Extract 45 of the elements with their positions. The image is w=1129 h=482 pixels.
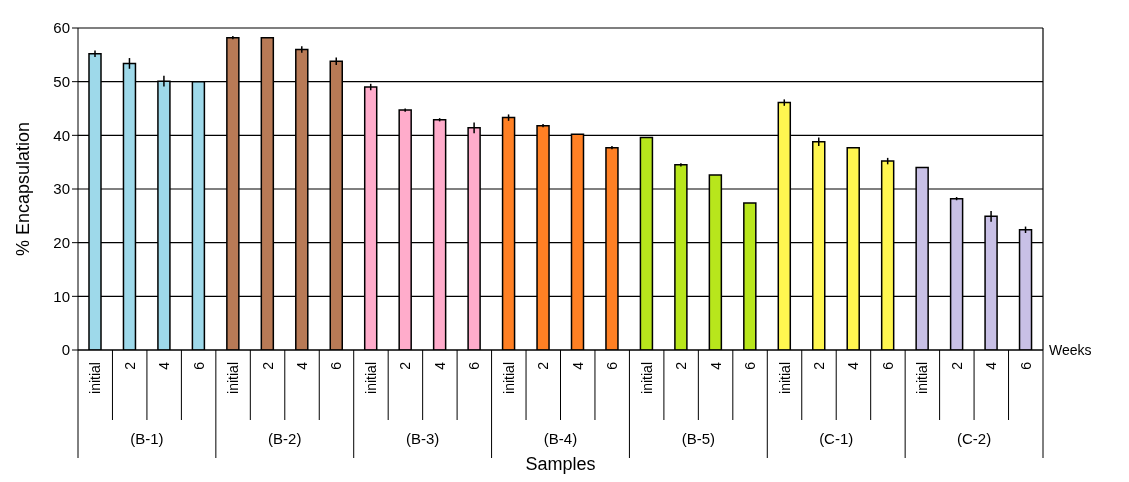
- x-tick-label: initial: [638, 362, 655, 394]
- y-axis-title: % Encapsulation: [13, 121, 34, 257]
- text: Weeks: [1049, 342, 1092, 358]
- x-tick-label: initial: [225, 362, 242, 394]
- x-tick-label: 6: [742, 361, 759, 370]
- x-tick-label: 2: [673, 361, 690, 370]
- x-tick-label: initial: [914, 362, 931, 394]
- y-tick-label: 10: [53, 287, 70, 305]
- x-tick-label: 6: [328, 361, 345, 370]
- text: (C-2): [956, 430, 992, 447]
- x-tick-label: 6: [466, 361, 483, 370]
- x-tick-label: initial: [500, 362, 517, 394]
- y-tick-label: 30: [53, 180, 70, 198]
- y-tick-label: 20: [53, 233, 70, 251]
- x-tick-label: 2: [810, 361, 827, 370]
- y-tick-label: 60: [53, 19, 70, 37]
- x-tick-label: 4: [294, 361, 311, 370]
- x-tick-label: 2: [948, 361, 965, 370]
- text: (B-3): [405, 430, 440, 447]
- x-tick-label: 4: [707, 361, 724, 370]
- text: (B-1): [130, 430, 164, 447]
- x-tick-label: 6: [604, 361, 621, 370]
- x-tick-label: 6: [1017, 361, 1034, 370]
- y-tick-label: 50: [53, 72, 70, 90]
- x-tick-label: initial: [87, 362, 104, 394]
- x-tick-label: 4: [569, 361, 586, 370]
- x-tick-label: 2: [121, 361, 138, 370]
- text: (C-1): [819, 430, 854, 447]
- x-tick-label: 4: [156, 361, 173, 370]
- text: (B-2): [268, 430, 302, 447]
- x-tick-label: 2: [397, 361, 414, 370]
- x-tick-label: 4: [983, 361, 1000, 370]
- text: (B-5): [681, 430, 716, 447]
- x-axis-title: Samples: [525, 454, 596, 474]
- x-tick-label: 4: [845, 361, 862, 370]
- x-tick-label: 2: [535, 361, 552, 370]
- y-tick-label: 0: [61, 341, 70, 359]
- x-tick-label: 6: [190, 361, 207, 370]
- x-tick-label: 6: [879, 361, 896, 370]
- x-tick-label: 4: [431, 361, 448, 370]
- x-tick-label: initial: [776, 362, 793, 394]
- text: (B-4): [543, 430, 578, 447]
- y-tick-label: 40: [53, 126, 70, 144]
- x-tick-label: initial: [362, 362, 379, 394]
- x-tick-label: 2: [259, 361, 276, 370]
